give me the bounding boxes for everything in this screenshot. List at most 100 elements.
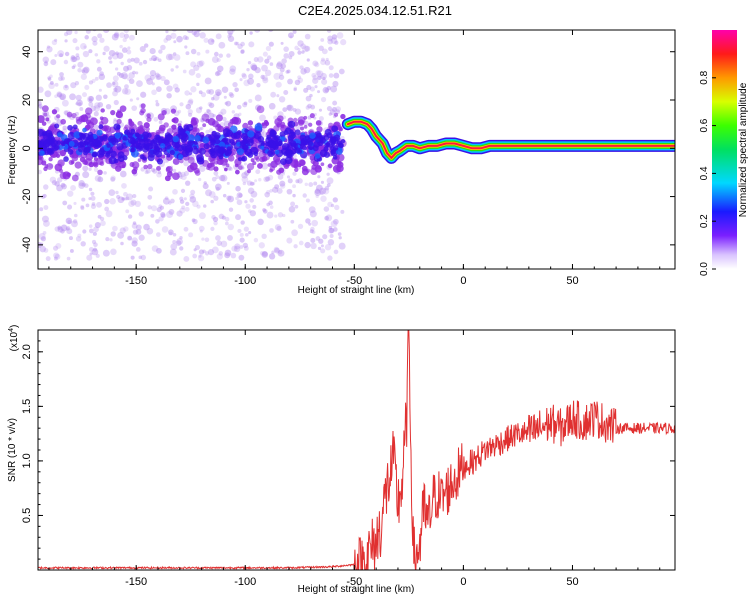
noise-point [77,144,86,153]
noise-point [224,151,229,156]
noise-point [102,51,106,56]
noise-point [329,136,337,143]
noise-point [54,94,58,98]
noise-point [292,30,297,34]
noise-point [116,142,124,151]
noise-point [101,135,108,142]
noise-point [310,242,317,250]
noise-point [182,35,188,40]
noise-point [224,221,229,226]
noise-point [328,227,334,234]
noise-point [151,55,158,62]
noise-point [62,200,68,206]
colorbar-tick-label: 0.2 [699,214,710,228]
noise-point [315,70,321,76]
noise-point [38,100,42,107]
noise-point [172,83,179,90]
noise-point [151,245,159,252]
noise-point [85,30,91,34]
noise-point [174,87,180,93]
noise-point [327,163,333,169]
noise-point [248,41,255,48]
noise-point [279,183,286,189]
noise-point [151,89,157,96]
noise-point [195,72,201,79]
noise-point [119,32,125,39]
noise-point [291,229,298,237]
noise-point [216,70,222,76]
noise-point [310,226,315,232]
noise-point [67,148,74,155]
spectrogram-x-label: Height of straight line (km) [298,285,415,296]
noise-point [55,153,61,158]
noise-point [111,80,119,88]
noise-point [212,246,219,254]
noise-point [318,238,324,244]
noise-point [120,61,124,66]
noise-point [246,163,255,171]
noise-point [99,161,105,166]
noise-point [141,143,147,148]
noise-point [255,157,261,162]
noise-point [290,219,295,224]
noise-point [292,193,296,198]
noise-point [203,142,210,150]
noise-point [216,253,223,260]
noise-point [241,26,244,29]
noise-point [166,210,174,218]
noise-point [309,93,313,98]
noise-point [129,98,133,102]
noise-point [306,58,310,62]
noise-point [82,165,89,172]
noise-point [336,32,344,39]
noise-point [139,154,145,160]
snr-y-ticks: 0.5 1.0 1.5 2.0 [21,340,675,560]
noise-point [322,86,330,94]
noise-point [262,51,268,57]
noise-point [300,126,305,131]
colorbar-label: Normalized spectral amplitude [738,82,749,217]
noise-point [283,53,290,59]
noise-point [61,183,67,190]
noise-point [65,226,71,231]
noise-point [318,116,324,122]
noise-point [311,230,316,234]
noise-point [71,174,79,182]
noise-point [188,69,196,76]
noise-point [213,51,219,57]
noise-point [286,237,293,244]
noise-point [135,224,142,231]
noise-point [39,207,44,212]
noise-point [228,91,234,97]
noise-point [192,145,198,150]
noise-point [297,75,302,80]
noise-point [199,106,203,110]
noise-point [135,71,139,75]
snr-y-label: SNR (10 * v/v) [7,418,18,482]
noise-point [126,193,134,201]
noise-point [67,219,72,225]
noise-point [293,117,298,122]
noise-point [172,172,180,181]
noise-point [77,233,82,238]
noise-point [338,242,346,250]
noise-point [43,205,49,211]
noise-point [218,41,226,49]
spectrogram-y-label: Frequency (Hz) [7,116,18,185]
noise-point [42,56,50,63]
noise-point [221,215,226,220]
noise-point [39,150,45,156]
noise-point [68,236,73,241]
noise-point [325,57,329,62]
noise-point [304,45,311,52]
noise-point [92,140,98,147]
noise-point [88,167,92,171]
noise-point [196,204,201,209]
noise-point [303,87,309,93]
noise-point [240,49,245,54]
noise-point [193,140,198,145]
noise-point [54,123,60,129]
noise-point [80,206,85,210]
noise-point [332,100,338,106]
noise-point [93,157,98,162]
